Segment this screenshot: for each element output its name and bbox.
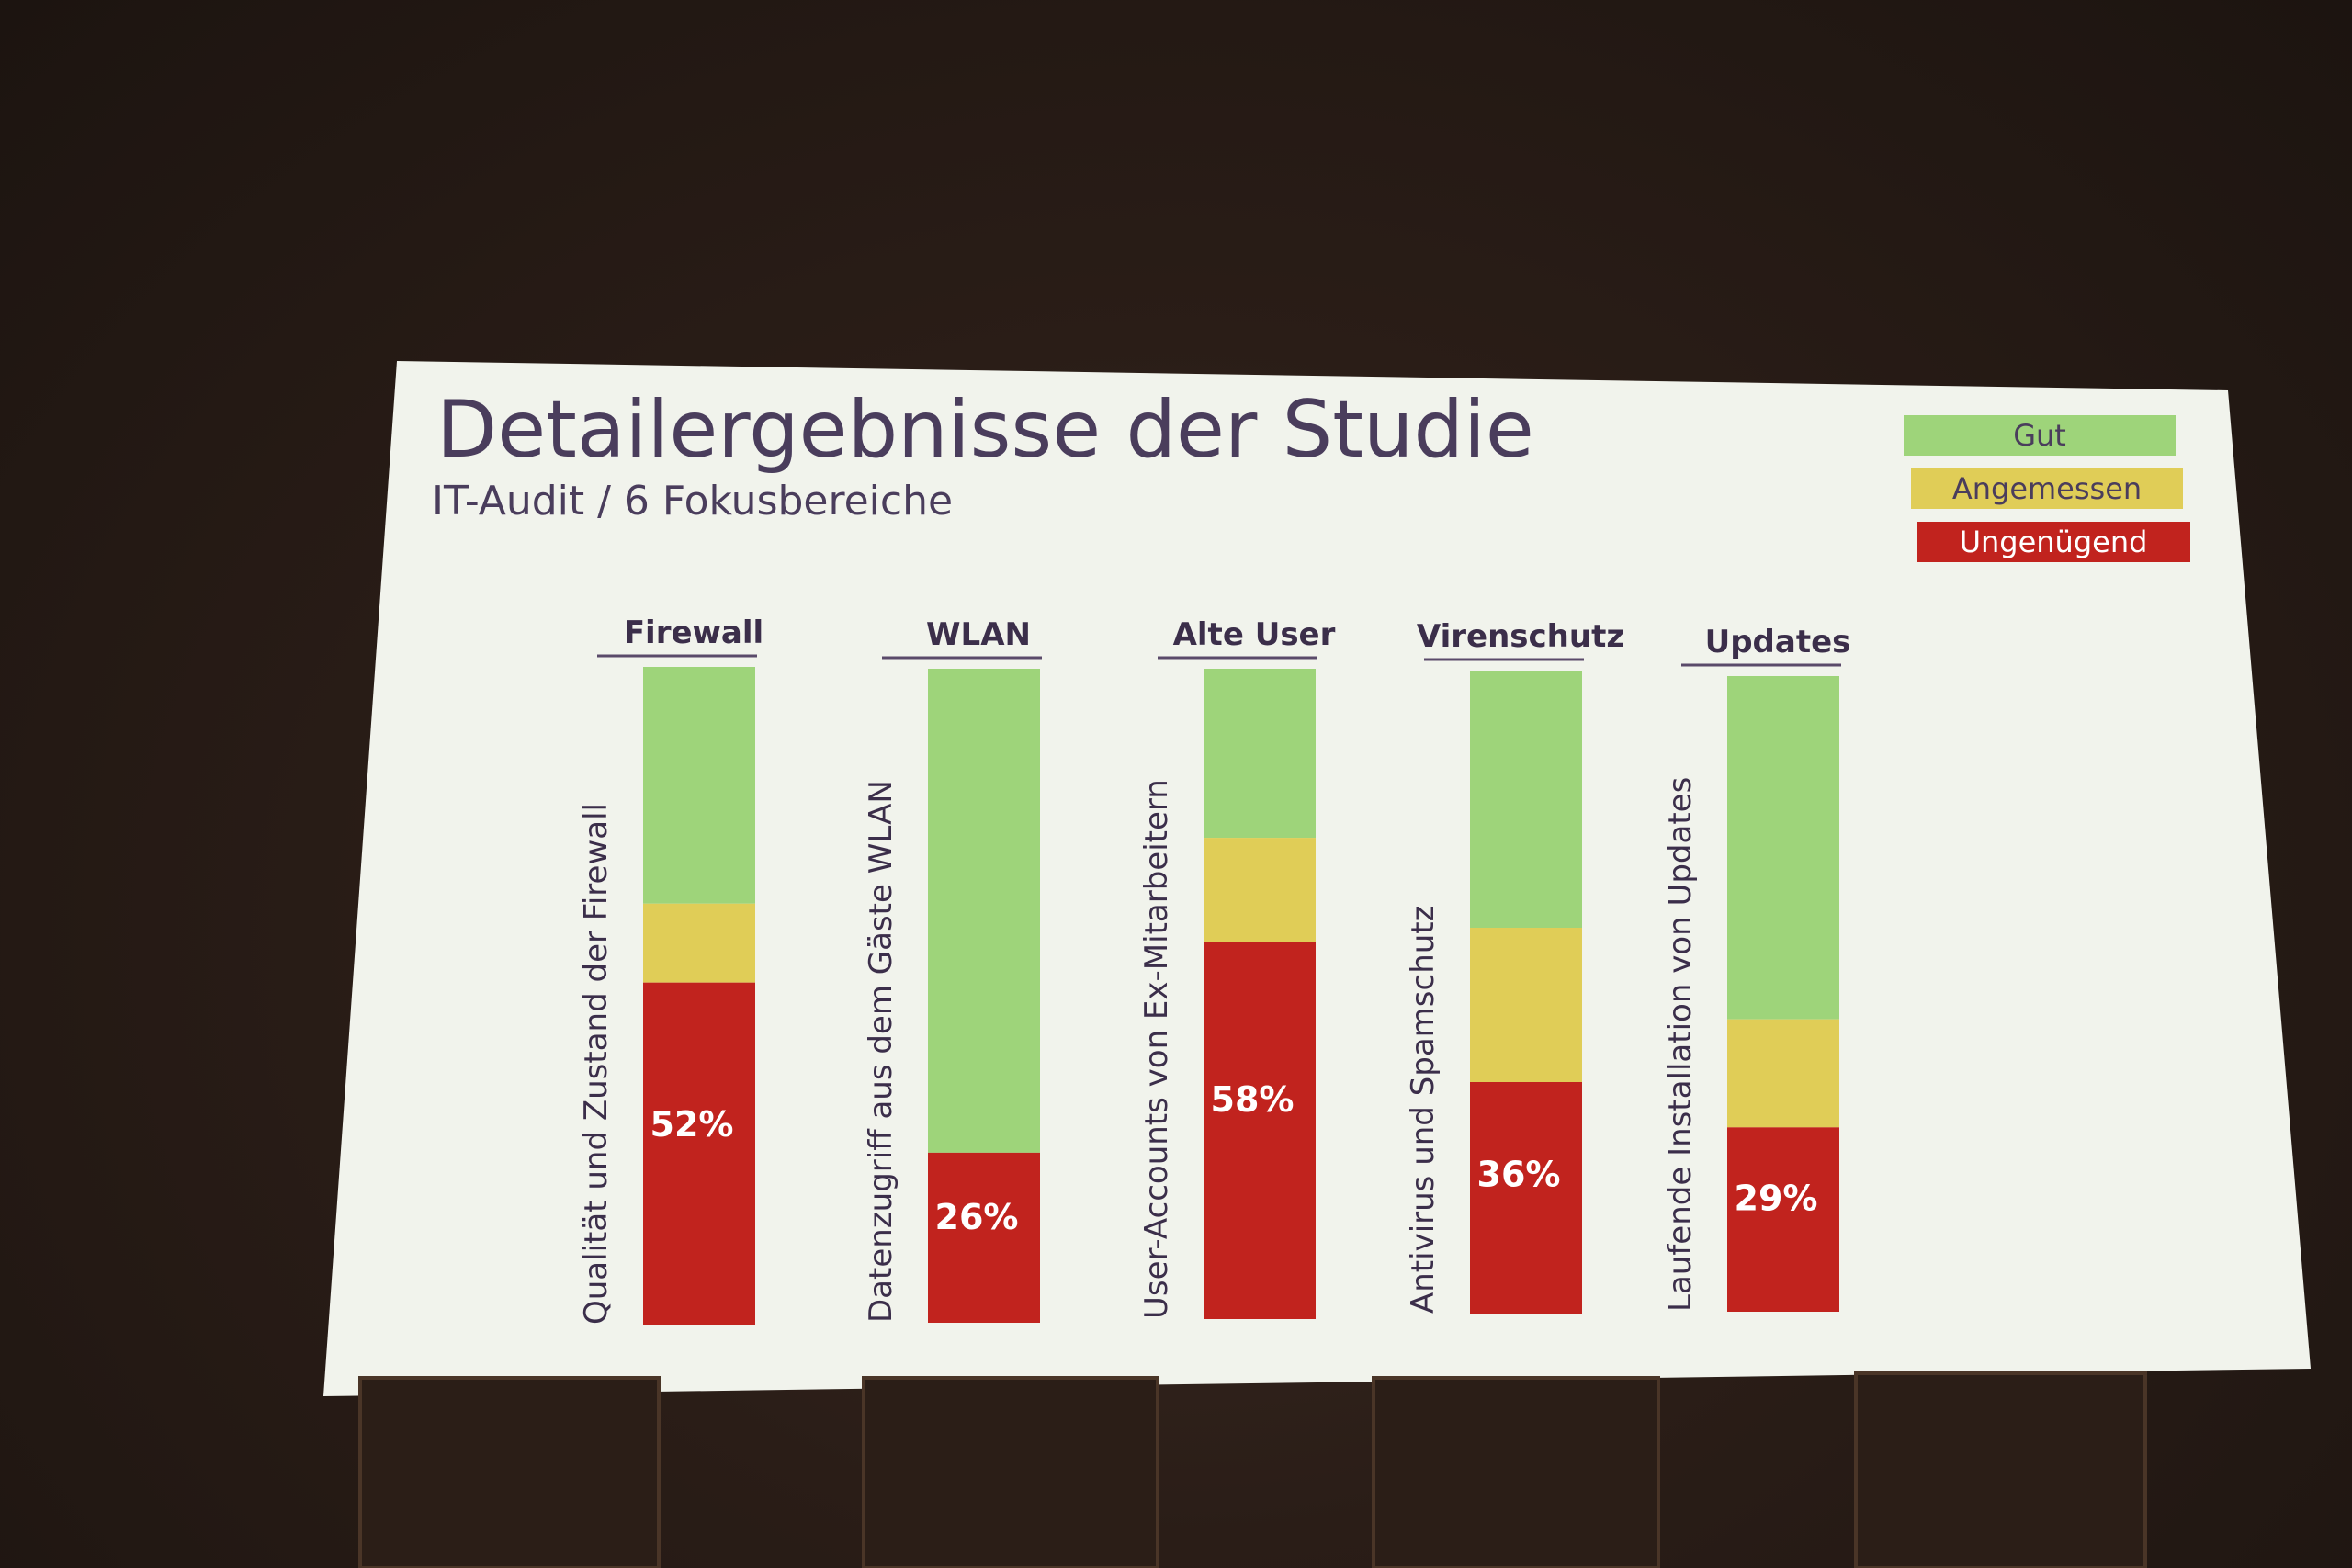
bar-description: Datenzugriff aus dem Gäste WLAN [863,780,899,1323]
bar-description: User-Accounts von Ex-Mitarbeitern [1138,779,1175,1319]
category-label: Alte User [1173,616,1336,653]
legend-label: Gut [2013,418,2066,453]
bar-description: Antivirus und Spamschutz [1405,906,1442,1314]
slide-subtitle: IT-Audit / 6 Fokusbereiche [432,478,953,525]
bar-segment-angemessen [1727,1019,1839,1128]
bar-segment-gut [1727,676,1839,1020]
bar-segment-ungenügend [643,982,755,1325]
bar-description: Qualität und Zustand der Firewall [578,803,615,1325]
bar-segment-gut [1204,669,1316,839]
bar-segment-ungenügend [928,1152,1040,1323]
chart-plot-area: Firewall 52% Qualität und Zustand der Fire… [578,615,1850,1325]
picture-frame [862,1376,1159,1568]
legend-label: Ungenügend [1960,525,2148,559]
data-label: 52% [650,1104,734,1145]
category-label: WLAN [926,616,1031,653]
category-label: Updates [1705,624,1851,660]
legend: Gut Angemessen Ungenügend [1904,415,2190,562]
legend-swatch-ungenügend [1917,522,2190,562]
bar-description: Laufende Installation von Updates [1662,777,1699,1312]
picture-frame [1854,1371,2147,1568]
picture-frame [1372,1376,1660,1568]
legend-swatch-gut [1904,415,2176,456]
bar-segment-ungenügend [1204,942,1316,1319]
data-label: 36% [1477,1154,1561,1194]
bar-segment-angemessen [1204,838,1316,942]
bar-segment-ungenügend [1470,1082,1582,1314]
bar-segment-angemessen [643,903,755,983]
picture-frame [358,1376,661,1568]
data-label: 26% [935,1197,1019,1237]
data-label: 58% [1211,1079,1295,1120]
category-label: Virenschutz [1417,618,1624,655]
legend-swatch-angemessen [1911,468,2183,509]
bar-segment-gut [643,667,755,904]
category-label: Firewall [624,615,763,651]
bar-segment-gut [1470,671,1582,928]
slide-title: Detailergebnisse der Studie [436,384,1534,476]
data-label: 29% [1735,1179,1818,1219]
bar-segment-ungenügend [1727,1127,1839,1312]
bar-segment-gut [928,669,1040,1153]
bar-segment-angemessen [1470,928,1582,1082]
legend-label: Angemessen [1952,471,2142,506]
